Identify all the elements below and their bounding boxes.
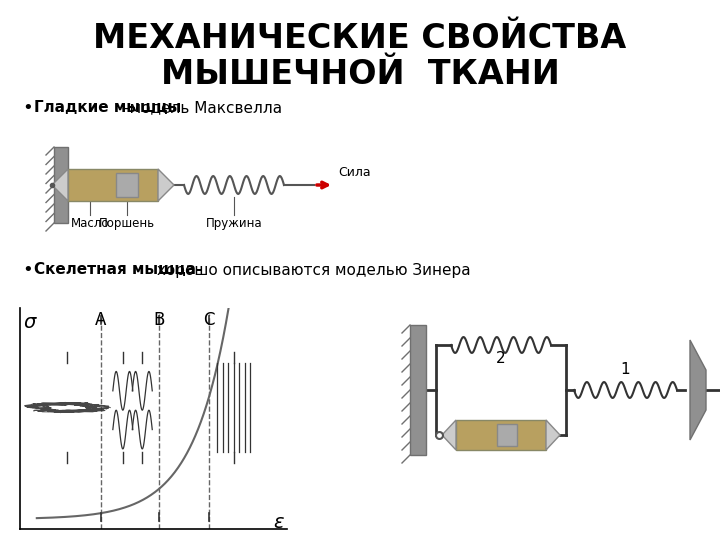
Text: Масло: Масло (71, 217, 109, 230)
Text: B: B (153, 310, 165, 328)
Text: ε: ε (274, 513, 284, 532)
Polygon shape (158, 169, 174, 201)
Text: Сила: Сила (338, 166, 371, 179)
Bar (68, 169, 158, 201)
Text: σ: σ (23, 313, 35, 332)
Text: C: C (203, 310, 215, 328)
Text: Гладкие мышцы: Гладкие мышцы (34, 100, 186, 116)
Polygon shape (690, 340, 706, 440)
Text: МЫШЕЧНОЙ  ТКАНИ: МЫШЕЧНОЙ ТКАНИ (161, 58, 559, 91)
Text: 1: 1 (621, 362, 630, 377)
Bar (456, 420, 546, 450)
Text: –модель Максвелла: –модель Максвелла (122, 100, 282, 116)
Bar (116, 173, 138, 197)
Text: Поршень: Поршень (99, 217, 155, 230)
Text: МЕХАНИЧЕСКИЕ СВОЙСТВА: МЕХАНИЧЕСКИЕ СВОЙСТВА (94, 22, 626, 55)
Text: хорошо описываются моделью Зинера: хорошо описываются моделью Зинера (152, 262, 471, 278)
Bar (497, 424, 516, 446)
Polygon shape (52, 169, 68, 201)
Polygon shape (546, 420, 560, 450)
Text: Пружина: Пружина (206, 217, 262, 230)
Text: A: A (95, 310, 107, 328)
Text: 2: 2 (496, 351, 506, 366)
Bar (54, 147, 68, 223)
Text: •: • (22, 261, 32, 279)
Polygon shape (442, 420, 456, 450)
Bar (410, 325, 426, 455)
Text: •: • (22, 99, 32, 117)
Text: Скелетная мышца-: Скелетная мышца- (34, 262, 202, 278)
